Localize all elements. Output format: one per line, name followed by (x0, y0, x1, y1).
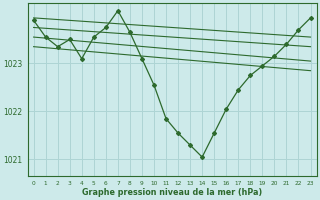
X-axis label: Graphe pression niveau de la mer (hPa): Graphe pression niveau de la mer (hPa) (82, 188, 262, 197)
